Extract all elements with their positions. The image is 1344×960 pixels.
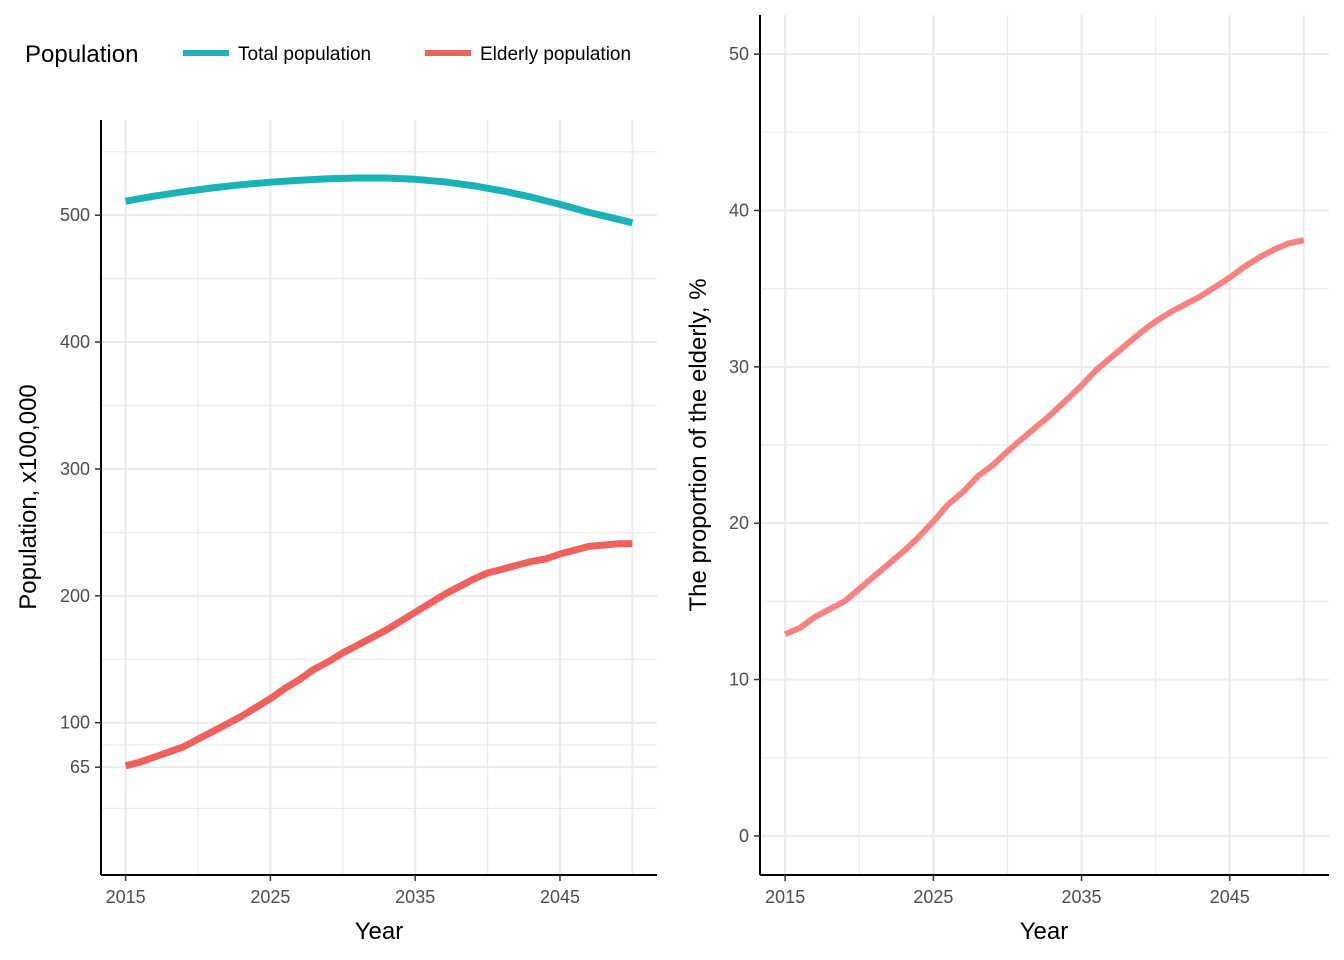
y-tick-label: 40 (729, 200, 749, 220)
x-tick-label: 2045 (1210, 887, 1250, 907)
legend-label-total-population: Total population (238, 44, 371, 65)
x-tick-label: 2025 (913, 887, 953, 907)
legend-title: Population (25, 41, 138, 68)
y-tick-label: 0 (739, 826, 749, 846)
left-series-line-total-population (124, 174, 634, 227)
left-series (124, 174, 634, 770)
x-tick-label: 2035 (395, 887, 435, 907)
right-panel: 2015 2025 2035 2045 0 10 20 30 40 50 Year The pro… (685, 15, 1329, 945)
y-tick-label: 50 (729, 44, 749, 64)
y-tick-label: 400 (60, 332, 90, 352)
x-tick-label: 2035 (1062, 887, 1102, 907)
left-panel: 2015 2025 2035 2045 65 100 200 300 400 500 Year P… (15, 120, 657, 945)
x-tick-label: 2025 (250, 887, 290, 907)
left-series-line-elderly-population (124, 540, 633, 770)
legend-label-elderly-population: Elderly population (480, 44, 631, 65)
y-tick-label: 65 (70, 757, 90, 777)
y-tick-label: 10 (729, 670, 749, 690)
right-x-axis-title: Year (1020, 918, 1069, 945)
y-tick-label: 100 (60, 713, 90, 733)
left-axes: 2015 2025 2035 2045 65 100 200 300 400 500 (60, 120, 657, 907)
right-gridlines (760, 15, 1329, 875)
x-tick-label: 2015 (765, 887, 805, 907)
x-tick-label: 2015 (106, 887, 146, 907)
left-x-axis-title: Year (355, 918, 404, 945)
x-tick-label: 2045 (540, 887, 580, 907)
y-tick-label: 200 (60, 586, 90, 606)
right-series-line-0 (784, 237, 1305, 637)
legend: Population Total population Elderly popu… (25, 41, 631, 68)
right-y-axis-title: The proportion of the elderly, % (685, 278, 712, 611)
left-y-axis-title: Population, x100,000 (15, 384, 42, 610)
y-tick-label: 30 (729, 357, 749, 377)
left-gridlines (101, 120, 657, 875)
right-series (784, 237, 1305, 637)
y-tick-label: 500 (60, 205, 90, 225)
right-axes: 2015 2025 2035 2045 0 10 20 30 40 50 (729, 15, 1329, 907)
y-tick-label: 20 (729, 513, 749, 533)
y-tick-label: 300 (60, 459, 90, 479)
